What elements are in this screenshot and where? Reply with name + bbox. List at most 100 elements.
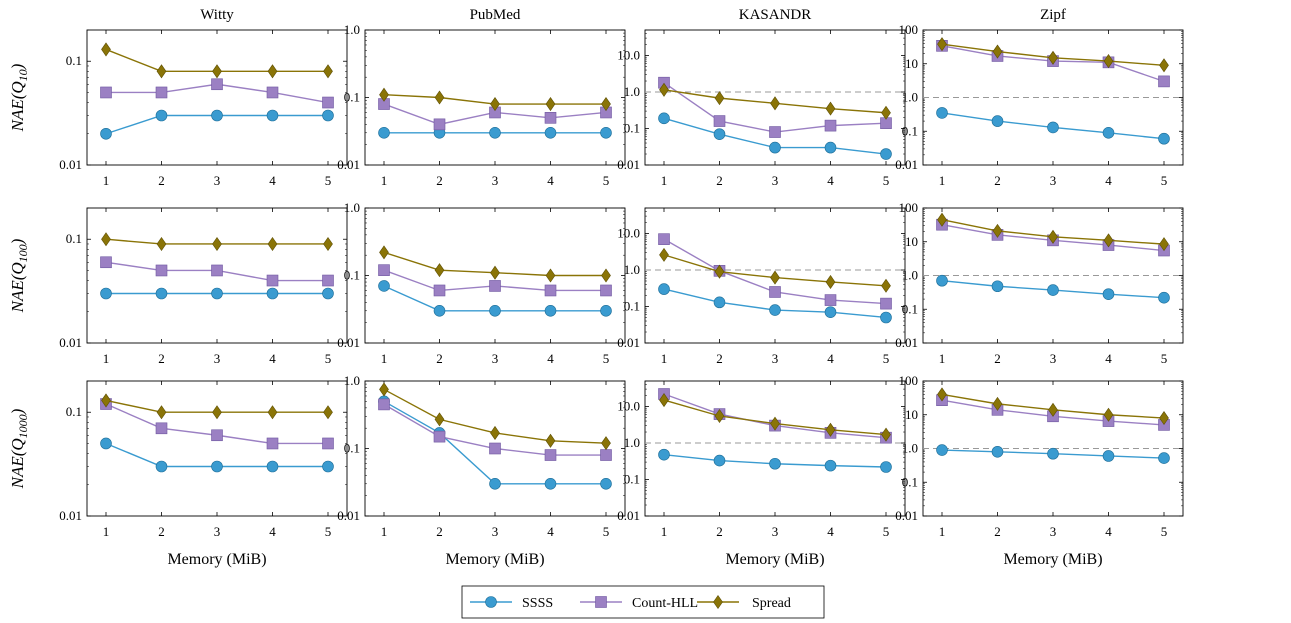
data-point-ssss bbox=[544, 477, 557, 490]
y-tick-label: 0.01 bbox=[59, 335, 82, 350]
data-point-spread bbox=[937, 212, 947, 227]
x-tick-label: 4 bbox=[269, 524, 276, 539]
x-tick-label: 2 bbox=[716, 173, 723, 188]
data-point-ssss bbox=[991, 280, 1004, 293]
x-tick-label: 5 bbox=[603, 173, 610, 188]
x-tick-label: 1 bbox=[661, 173, 668, 188]
data-point-count-hll bbox=[489, 442, 501, 455]
x-tick-label: 1 bbox=[661, 524, 668, 539]
data-point-ssss bbox=[544, 304, 557, 317]
data-point-ssss bbox=[1158, 291, 1170, 304]
data-point-count-hll bbox=[322, 96, 334, 109]
data-point-count-hll bbox=[266, 437, 279, 450]
y-tick-label: 0.1 bbox=[902, 123, 918, 138]
data-point-ssss bbox=[824, 306, 837, 318]
data-point-spread bbox=[714, 408, 725, 424]
data-point-spread bbox=[881, 105, 891, 120]
data-point-spread bbox=[101, 42, 111, 57]
data-point-spread bbox=[267, 64, 278, 79]
x-tick-label: 3 bbox=[772, 351, 779, 366]
x-tick-label: 3 bbox=[492, 173, 499, 188]
x-tick-label: 2 bbox=[436, 173, 443, 188]
data-point-ssss bbox=[1102, 288, 1115, 300]
data-point-ssss bbox=[1047, 284, 1059, 296]
y-tick-label: 100 bbox=[899, 200, 919, 215]
y-tick-label: 0.1 bbox=[624, 299, 640, 314]
y-tick-label: 100 bbox=[899, 22, 919, 37]
data-point-count-hll bbox=[322, 437, 334, 450]
data-point-count-hll bbox=[155, 264, 168, 277]
data-point-spread bbox=[434, 412, 445, 427]
data-point-spread bbox=[937, 387, 947, 402]
data-point-count-hll bbox=[211, 429, 223, 442]
data-point-spread bbox=[1103, 407, 1114, 422]
panel-4: 0.01 0.1 1.0 10 100 1 2 3 4 5 Zipf bbox=[895, 7, 1184, 188]
data-point-count-hll bbox=[100, 256, 112, 269]
panel-1: 0.01 0.1 1 2 3 4 5 Witty NAE(Q10) bbox=[8, 7, 348, 188]
y-tick-label: 0.01 bbox=[617, 508, 640, 523]
data-point-ssss bbox=[936, 107, 948, 119]
data-point-ssss bbox=[489, 304, 501, 317]
data-point-count-hll bbox=[769, 126, 781, 138]
data-point-ssss bbox=[880, 148, 892, 160]
y-tick-label: 0.01 bbox=[337, 157, 360, 172]
x-tick-label: 3 bbox=[214, 173, 221, 188]
data-point-ssss bbox=[880, 311, 892, 324]
data-point-ssss bbox=[658, 448, 670, 461]
data-point-count-hll bbox=[880, 297, 892, 310]
data-point-ssss bbox=[322, 460, 334, 473]
x-tick-label: 1 bbox=[103, 173, 110, 188]
x-tick-label: 1 bbox=[381, 173, 388, 188]
data-point-count-hll bbox=[600, 284, 612, 297]
data-point-spread bbox=[267, 236, 278, 252]
y-tick-label: 0.01 bbox=[59, 508, 82, 523]
data-point-ssss bbox=[322, 287, 334, 300]
data-point-ssss bbox=[769, 141, 781, 154]
legend-frame bbox=[461, 585, 825, 619]
data-point-count-hll bbox=[322, 274, 334, 287]
data-point-count-hll bbox=[433, 284, 446, 297]
panel-11: 0.01 0.1 1.0 10.0 1 2 3 4 5 Memory (MiB) bbox=[617, 380, 906, 568]
panel-6: 0.01 0.1 1.0 1 2 3 4 5 bbox=[337, 200, 626, 366]
x-axis-label: Memory (MiB) bbox=[725, 551, 824, 568]
y-tick-label: 0.01 bbox=[617, 335, 640, 350]
data-point-spread bbox=[1048, 229, 1058, 244]
data-point-spread bbox=[881, 427, 891, 442]
panel-10: 0.01 0.1 1.0 1 2 3 4 5 Memory (MiB) bbox=[337, 373, 626, 568]
data-point-spread bbox=[212, 236, 222, 252]
data-point-count-hll bbox=[433, 430, 446, 443]
x-tick-label: 2 bbox=[158, 524, 165, 539]
data-point-spread bbox=[212, 64, 222, 79]
data-point-ssss bbox=[155, 460, 168, 473]
plot-frame bbox=[86, 29, 348, 166]
data-point-spread bbox=[323, 236, 333, 252]
x-tick-label: 4 bbox=[827, 524, 834, 539]
y-tick-label: 0.1 bbox=[344, 90, 360, 105]
y-tick-label: 0.01 bbox=[59, 157, 82, 172]
data-point-spread bbox=[156, 405, 167, 420]
data-point-spread bbox=[1048, 50, 1058, 65]
data-point-ssss bbox=[1102, 450, 1115, 462]
legend-marker-spread bbox=[713, 594, 723, 610]
panel-3: 0.01 0.1 1.0 10.0 1 2 3 4 5 KASANDR bbox=[617, 7, 906, 188]
data-point-spread bbox=[992, 223, 1003, 238]
data-point-spread bbox=[1048, 402, 1058, 417]
x-tick-label: 2 bbox=[158, 173, 165, 188]
x-tick-label: 3 bbox=[492, 524, 499, 539]
data-point-spread bbox=[659, 247, 669, 262]
data-point-ssss bbox=[1102, 126, 1115, 139]
data-point-ssss bbox=[658, 283, 670, 295]
legend: SSSS Count-HLL Spread bbox=[461, 585, 825, 619]
y-tick-label: 0.1 bbox=[624, 472, 640, 487]
x-tick-label: 1 bbox=[939, 173, 946, 188]
x-tick-label: 3 bbox=[492, 351, 499, 366]
data-point-ssss bbox=[211, 109, 223, 122]
data-point-ssss bbox=[824, 141, 837, 154]
data-point-spread bbox=[434, 90, 445, 105]
data-point-count-hll bbox=[658, 233, 670, 245]
x-tick-label: 5 bbox=[1161, 173, 1168, 188]
data-point-ssss bbox=[600, 126, 612, 139]
data-point-count-hll bbox=[100, 86, 112, 99]
panel-title: Zipf bbox=[1040, 7, 1066, 23]
